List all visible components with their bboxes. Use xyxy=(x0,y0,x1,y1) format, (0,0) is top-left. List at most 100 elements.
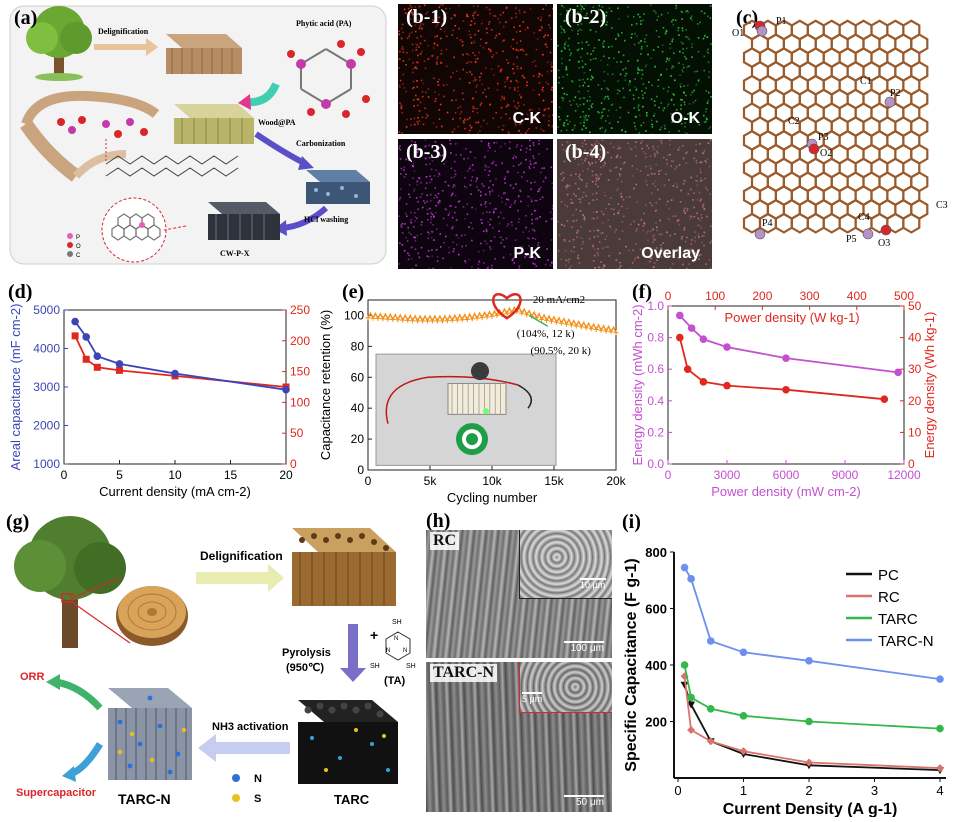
eds-speckle xyxy=(702,179,704,181)
eds-speckle xyxy=(495,164,497,166)
eds-speckle xyxy=(579,104,581,106)
eds-speckle xyxy=(542,54,544,56)
eds-speckle xyxy=(427,232,429,234)
eds-speckle xyxy=(473,5,475,7)
eds-speckle xyxy=(509,148,511,150)
eds-speckle xyxy=(569,59,571,61)
eds-speckle xyxy=(640,142,642,144)
eds-speckle xyxy=(576,232,578,234)
eds-speckle xyxy=(565,265,567,267)
eds-speckle xyxy=(464,260,466,262)
eds-speckle xyxy=(708,259,710,261)
eds-speckle xyxy=(583,97,585,99)
svg-text:P: P xyxy=(76,235,80,241)
eds-speckle xyxy=(420,196,422,198)
eds-speckle xyxy=(407,240,409,242)
eds-speckle xyxy=(495,178,497,180)
eds-speckle xyxy=(643,122,645,124)
eds-speckle xyxy=(633,107,635,109)
x-top-tick-label: 400 xyxy=(847,289,867,303)
eds-speckle xyxy=(641,46,643,48)
eds-speckle xyxy=(505,113,507,115)
eds-speckle xyxy=(684,229,686,231)
eds-speckle xyxy=(441,126,443,128)
eds-speckle xyxy=(689,39,691,41)
eds-speckle xyxy=(493,54,495,56)
eds-speckle xyxy=(552,218,553,220)
eds-speckle xyxy=(417,44,419,46)
eds-speckle xyxy=(652,183,654,185)
eds-speckle xyxy=(453,184,455,186)
eds-speckle xyxy=(525,227,527,229)
eds-speckle xyxy=(436,197,438,199)
eds-speckle xyxy=(458,254,460,256)
eds-speckle xyxy=(399,51,401,53)
eds-speckle xyxy=(543,167,545,169)
eds-speckle xyxy=(401,168,403,170)
eds-speckle xyxy=(519,94,521,96)
series-areal-line xyxy=(75,322,286,390)
eds-speckle xyxy=(496,142,498,144)
svg-text:N: N xyxy=(394,636,398,642)
eds-speckle xyxy=(594,255,596,257)
eds-speckle xyxy=(414,67,416,69)
eds-speckle xyxy=(498,126,500,128)
eds-speckle xyxy=(644,92,646,94)
series-pc-line xyxy=(685,685,941,770)
eds-speckle xyxy=(695,144,697,146)
eds-speckle xyxy=(647,240,649,242)
panel-g: Delignification Pyrolysis (950℃) + SH SH… xyxy=(0,508,418,817)
eds-speckle xyxy=(682,48,684,50)
eds-speckle xyxy=(510,81,512,83)
eds-speckle xyxy=(592,175,594,177)
eds-speckle xyxy=(580,116,582,118)
eds-speckle xyxy=(557,221,559,223)
eds-speckle xyxy=(399,86,401,88)
eds-speckle xyxy=(585,64,587,66)
eds-speckle xyxy=(473,80,475,82)
eds-speckle xyxy=(476,108,478,110)
eds-speckle xyxy=(620,175,622,177)
eds-speckle xyxy=(488,267,490,269)
x-top-tick-label: 100 xyxy=(705,289,725,303)
eds-speckle xyxy=(523,172,525,174)
eds-speckle xyxy=(690,94,692,96)
eds-speckle xyxy=(700,254,702,256)
retention-point xyxy=(440,319,445,324)
eds-speckle xyxy=(508,132,510,134)
eds-speckle xyxy=(513,73,515,75)
eds-speckle xyxy=(547,62,549,64)
eds-speckle xyxy=(410,247,412,249)
eds-speckle xyxy=(458,28,460,30)
eds-speckle xyxy=(461,246,463,248)
eds-speckle xyxy=(430,212,432,214)
eds-speckle xyxy=(480,195,482,197)
eds-speckle xyxy=(498,18,500,20)
eds-speckle xyxy=(468,133,470,134)
y-right-tick-label: 50 xyxy=(290,426,304,440)
eds-speckle xyxy=(420,182,422,184)
eds-speckle xyxy=(489,246,491,248)
atom-label-c1: C1 xyxy=(860,76,872,87)
y-left-axis-label: Areal capacitance (mF cm-2) xyxy=(8,304,23,471)
eds-speckle xyxy=(438,94,440,96)
eds-speckle xyxy=(406,216,408,218)
eds-speckle xyxy=(581,48,583,50)
eds-speckle xyxy=(578,188,580,190)
eds-speckle xyxy=(417,235,419,237)
step-cw-p-x: CW-P-X xyxy=(220,249,250,258)
eds-speckle xyxy=(511,204,513,206)
eds-speckle xyxy=(698,234,700,236)
eds-speckle xyxy=(643,225,645,227)
eds-speckle xyxy=(602,222,604,224)
eds-speckle xyxy=(464,186,466,188)
eds-speckle xyxy=(471,240,473,242)
eds-speckle xyxy=(572,30,574,32)
eds-speckle xyxy=(473,18,475,20)
eds-speckle xyxy=(501,107,503,109)
eds-speckle xyxy=(415,237,417,239)
legend-label-tarc: TARC xyxy=(878,611,918,628)
eds-speckle xyxy=(664,128,666,130)
eds-speckle xyxy=(698,51,700,53)
eds-speckle xyxy=(419,120,421,122)
